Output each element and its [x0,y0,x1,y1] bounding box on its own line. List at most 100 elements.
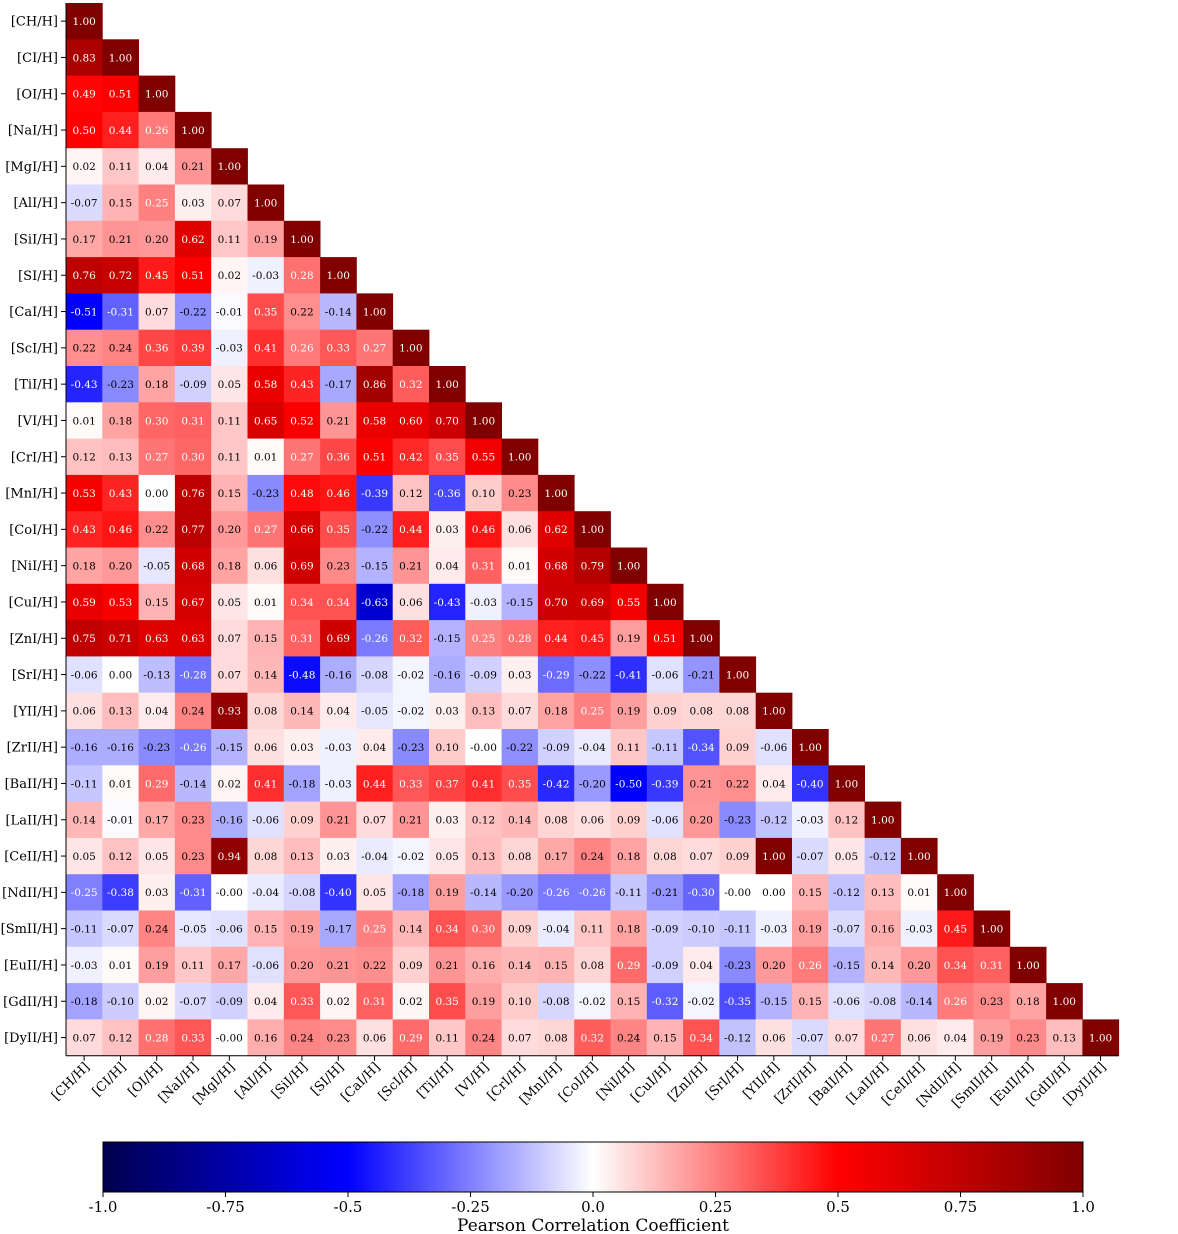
heatmap-cell [646,910,684,948]
cell-value-label: 0.12 [109,1032,132,1044]
cell-value-label: -0.03 [71,960,98,972]
heatmap-cell [755,983,793,1020]
heatmap-cell [283,946,321,984]
heatmap-cell [66,220,103,258]
cell-value-label: 0.20 [109,560,132,572]
cell-value-label: 0.19 [798,923,821,935]
cell-value-label: -0.16 [107,742,134,754]
cell-value-label: 0.13 [290,851,313,863]
heatmap-cell [102,220,139,258]
heatmap-cell [792,801,829,839]
cell-value-label: 0.18 [145,379,168,391]
heatmap-cell [465,1019,502,1057]
cell-value-label: 0.04 [363,742,387,754]
y-axis: [CH/H] [CI/H] [OI/H] [NaI/H] [MgI/H] [AlI/H] [… [1,3,67,1056]
heatmap-cell [320,474,357,512]
cell-value-label: 0.28 [508,633,531,645]
x-tick-label: [CuI/H] [628,1060,673,1105]
heatmap-cell [138,620,176,657]
cell-value-label: 0.02 [218,778,241,790]
heatmap-cell [646,729,684,766]
heatmap-cell [174,511,212,548]
cell-value-label: 0.02 [145,996,168,1008]
cell-value-label: 0.16 [871,923,895,935]
cell-value-label: 0.09 [290,815,313,827]
y-tick-label: [CeII/H] [4,850,58,865]
heatmap-cell [356,511,394,548]
y-tick-label: [NdII/H] [2,886,58,901]
heatmap-cell [392,946,430,984]
cell-value-label: 1.00 [254,197,277,209]
cell-value-label: 1.00 [1016,960,1039,972]
cell-value-label: 0.34 [327,597,351,609]
heatmap-cell [283,801,321,839]
heatmap-cell [683,620,720,657]
cell-value-label: -0.04 [543,923,570,935]
cell-value-label: 0.21 [435,960,458,972]
cell-value-label: -0.03 [470,597,497,609]
heatmap-cell [283,874,321,911]
cell-value-label: 0.15 [145,597,168,609]
cell-value-label: -0.03 [906,923,933,935]
cell-value-label: 0.04 [254,996,278,1008]
heatmap-cell [356,1019,394,1057]
cell-value-label: 0.77 [181,524,204,536]
colorbar-tick-label: -1.0 [89,1198,118,1216]
heatmap-cell [828,801,865,839]
heatmap-cell [429,438,466,476]
heatmap-cell [610,801,648,839]
cell-value-label: -0.15 [506,597,533,609]
heatmap-cell [828,983,865,1020]
cell-value-label: 0.18 [617,923,640,935]
heatmap-cell [320,547,357,585]
cell-value-label: 0.43 [72,524,95,536]
cell-value-label: 0.23 [508,488,531,500]
y-tick-label: [DyII/H] [4,1031,58,1046]
heatmap-cell [392,438,430,476]
cell-value-label: 1.00 [798,742,821,754]
cell-value-label: 0.03 [435,706,458,718]
cell-value-label: 0.43 [290,379,313,391]
heatmap-cell [392,511,430,548]
heatmap-cell [574,983,611,1020]
heatmap-cell [465,837,502,875]
cell-value-label: 0.06 [762,1032,786,1044]
y-tick-label: [ScI/H] [11,341,58,356]
heatmap-cell [356,366,394,403]
heatmap-cell [320,1019,357,1057]
cell-value-label: -0.11 [651,742,678,754]
heatmap-cell [537,583,575,621]
cell-value-label: 0.27 [363,343,386,355]
cell-value-label: 0.13 [871,887,894,899]
heatmap-cell [755,946,793,984]
heatmap-cell [174,837,212,875]
cell-value-label: 1.00 [581,524,604,536]
cell-value-label: 0.09 [726,851,749,863]
cell-value-label: 0.22 [290,306,313,318]
cell-value-label: 0.07 [508,1032,531,1044]
cell-value-label: 0.05 [435,851,458,863]
heatmap-cell [102,111,139,149]
heatmap-cell [66,910,103,948]
heatmap-cell [247,910,285,948]
heatmap-cell [937,946,974,984]
heatmap-cell [138,547,176,585]
heatmap-cell [537,837,575,875]
cell-value-label: 0.21 [690,778,713,790]
cell-value-label: 0.62 [181,234,204,246]
heatmap-cell [792,765,829,802]
cell-value-label: 0.10 [508,996,531,1008]
heatmap-cell [138,438,176,476]
cell-value-label: -0.09 [216,996,243,1008]
cell-value-label: 0.05 [363,887,386,899]
heatmap-cell [683,729,720,766]
cell-value-label: 0.51 [181,270,204,282]
heatmap-cell [102,293,139,331]
cell-value-label: 0.04 [327,706,351,718]
cell-value-label: 0.12 [472,815,495,827]
y-tick-label: [CuI/H] [9,595,58,610]
cell-value-label: -0.26 [579,887,606,899]
cell-value-label: -0.51 [71,306,98,318]
cell-value-label: 0.41 [254,778,277,790]
heatmap-cell [247,692,285,730]
